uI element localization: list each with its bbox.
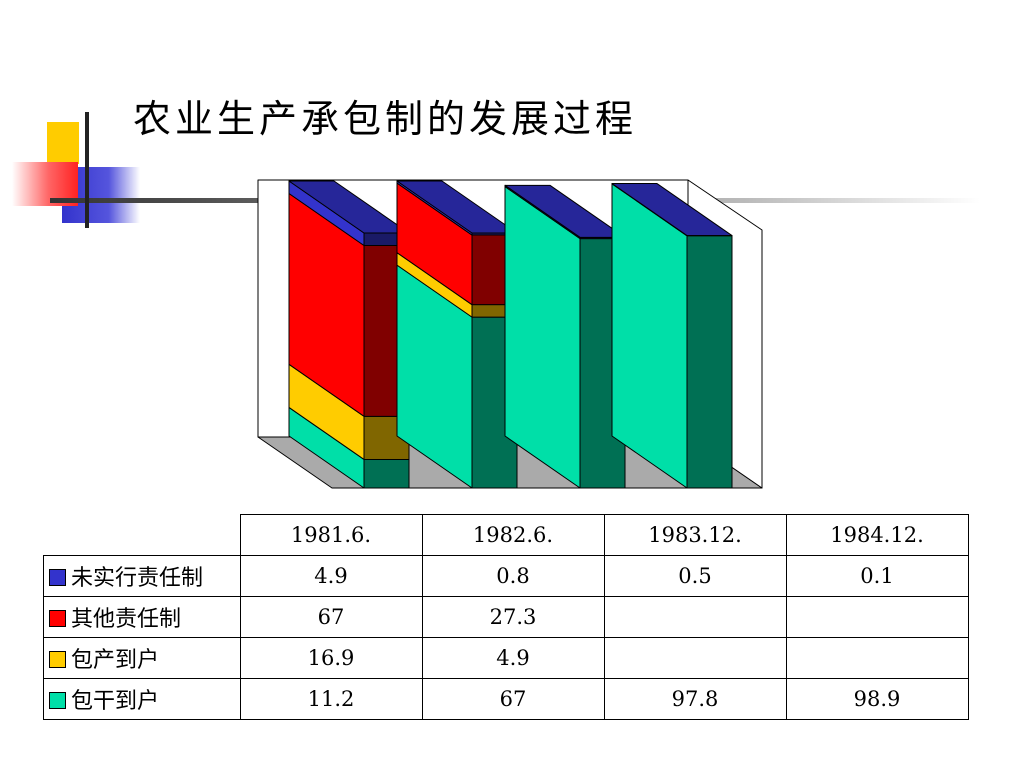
- table-cell: 4.9: [239, 555, 423, 597]
- table-cell: 0.1: [785, 555, 969, 597]
- table-cell: [785, 637, 969, 679]
- bar-1982-6: [396, 180, 518, 489]
- bar-1981-6: [288, 180, 410, 489]
- table-cell: 11.2: [239, 678, 423, 720]
- table-cell: 0.8: [421, 555, 605, 597]
- bar-1984-12: [611, 183, 733, 489]
- bar-segment-side: [686, 235, 733, 489]
- table-cell: 67: [239, 596, 423, 638]
- bar-top: [611, 183, 733, 237]
- decor-yellow-square: [47, 122, 79, 164]
- row-label: 包产到户: [43, 637, 241, 679]
- legend-swatch-blue: [49, 569, 66, 586]
- row-label: 包干到户: [43, 678, 241, 720]
- legend-swatch-red: [49, 610, 66, 627]
- table-cell: 0.5: [603, 555, 787, 597]
- bar-top: [504, 184, 626, 238]
- table-cell: 67: [421, 678, 605, 720]
- header-1984-12: 1984.12.: [785, 514, 969, 556]
- table-cell: [603, 637, 787, 679]
- table-cell: 98.9: [785, 678, 969, 720]
- header-1982-6: 1982.6.: [421, 514, 605, 556]
- table-cell: [603, 596, 787, 638]
- table-row: 包产到户 16.9 4.9: [43, 637, 969, 679]
- header-1981-6: 1981.6.: [239, 514, 423, 556]
- bar-top: [288, 180, 410, 234]
- bar-segment-face: [504, 186, 581, 489]
- header-1983-12: 1983.12.: [603, 514, 787, 556]
- table-cell: 97.8: [603, 678, 787, 720]
- table-header-row: 1981.6. 1982.6. 1983.12. 1984.12.: [43, 514, 969, 556]
- table-cell: 27.3: [421, 596, 605, 638]
- table-cell: 4.9: [421, 637, 605, 679]
- bar-top: [396, 180, 518, 234]
- data-table: 1981.6. 1982.6. 1983.12. 1984.12. 未实行责任制…: [43, 514, 969, 720]
- decor-vertical-line: [85, 112, 89, 228]
- table-cell: [785, 596, 969, 638]
- table-row: 未实行责任制 4.9 0.8 0.5 0.1: [43, 555, 969, 597]
- page-title: 农业生产承包制的发展过程: [133, 97, 638, 141]
- bar-segment-face: [611, 183, 688, 489]
- chart-bars: [288, 180, 733, 489]
- stacked-3d-bar-chart: [257, 179, 763, 489]
- table-corner-cell: [43, 514, 241, 556]
- row-label: 其他责任制: [43, 596, 241, 638]
- row-label: 未实行责任制: [43, 555, 241, 597]
- table-row: 包干到户 11.2 67 97.8 98.9: [43, 678, 969, 720]
- bar-1983-12: [504, 184, 626, 489]
- legend-swatch-yellow: [49, 651, 66, 668]
- table-cell: 16.9: [239, 637, 423, 679]
- legend-swatch-green: [49, 692, 66, 709]
- table-row: 其他责任制 67 27.3: [43, 596, 969, 638]
- bar-segment-side: [363, 458, 410, 489]
